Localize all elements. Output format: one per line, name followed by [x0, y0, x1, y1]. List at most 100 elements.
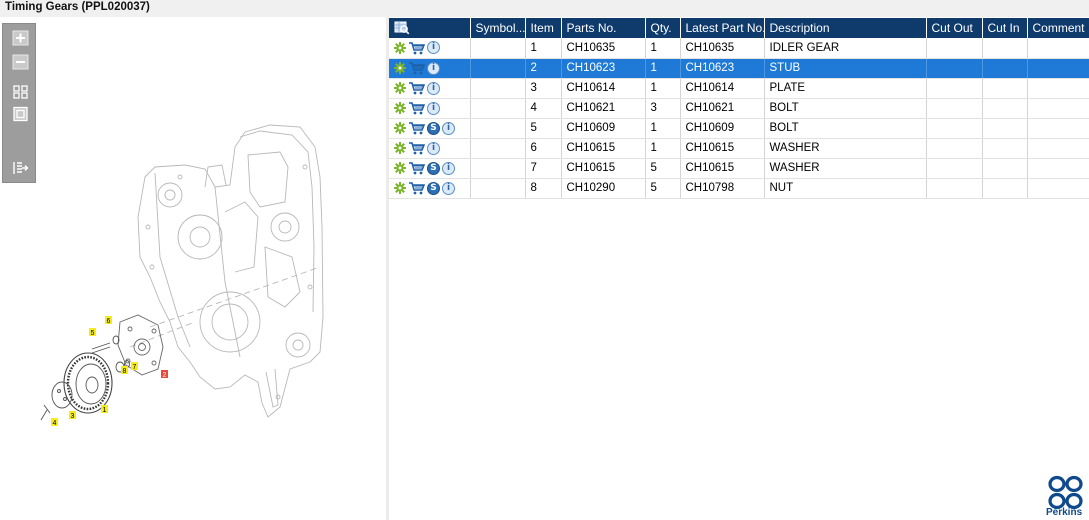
window-title: Timing Gears (PPL020037)	[0, 0, 1089, 17]
table-row[interactable]: i 3 CH10614 1 CH10614 PLATE	[389, 78, 1089, 99]
table-row[interactable]: i 6 CH10615 1 CH10615 WASHER	[389, 138, 1089, 159]
gear-icon[interactable]	[394, 82, 406, 94]
column-header-description[interactable]: Description	[764, 18, 927, 38]
qty-cell: 1	[645, 58, 681, 79]
shopping-cart-icon[interactable]	[408, 101, 425, 115]
callout-marker[interactable]	[69, 411, 76, 419]
description-cell: BOLT	[764, 118, 927, 139]
info-icon[interactable]: i	[427, 61, 440, 75]
info-icon[interactable]: i	[442, 121, 455, 135]
item-cell: 5	[525, 118, 562, 139]
callout-label[interactable]: 8	[123, 368, 127, 375]
callout-label[interactable]: 4	[53, 420, 57, 427]
info-icon[interactable]: i	[427, 101, 440, 115]
qty-cell: 5	[645, 178, 681, 199]
table-row[interactable]: i 4 CH10621 3 CH10621 BOLT	[389, 98, 1089, 119]
callout-marker[interactable]	[101, 405, 108, 413]
callout-label[interactable]: 3	[71, 413, 75, 420]
fit-all-icon	[13, 85, 28, 99]
shopping-cart-icon[interactable]	[408, 41, 425, 55]
callout-marker[interactable]	[51, 418, 58, 426]
zoom-out-button[interactable]	[12, 54, 29, 70]
qty-cell: 3	[645, 98, 681, 119]
column-header-cut-out[interactable]: Cut Out	[926, 18, 983, 38]
callout-marker[interactable]	[89, 328, 96, 336]
gear-icon[interactable]	[394, 62, 406, 74]
pane-splitter[interactable]	[386, 17, 389, 520]
callout-marker[interactable]	[161, 370, 168, 378]
info-icon[interactable]: i	[427, 141, 440, 155]
table-row[interactable]: i 2 CH10623 1 CH10623 STUB	[389, 58, 1089, 79]
comment-cell	[1027, 98, 1089, 119]
info-icon[interactable]: i	[442, 161, 455, 175]
info-icon[interactable]: i	[442, 181, 455, 195]
supersession-icon[interactable]: S	[427, 121, 440, 135]
gear-icon[interactable]	[394, 182, 406, 194]
callout-label[interactable]: 1	[103, 407, 107, 414]
gear-icon[interactable]	[394, 142, 406, 154]
shopping-cart-icon[interactable]	[408, 61, 425, 75]
fit-all-button[interactable]	[12, 84, 29, 100]
cut-in-cell	[982, 118, 1028, 139]
callout-marker[interactable]	[105, 316, 112, 324]
callout-label[interactable]: 5	[91, 330, 95, 337]
shopping-cart-icon[interactable]	[408, 141, 425, 155]
brand-name: Perkins	[1046, 507, 1083, 518]
row-actions-cell: i	[389, 38, 471, 59]
column-header-item[interactable]: Item	[525, 18, 562, 38]
comment-cell	[1027, 158, 1089, 179]
qty-cell: 5	[645, 158, 681, 179]
column-header-actions[interactable]	[389, 18, 471, 38]
item-cell: 2	[525, 58, 562, 79]
info-icon[interactable]: i	[427, 81, 440, 95]
gear-icon[interactable]	[394, 122, 406, 134]
shopping-cart-icon[interactable]	[408, 181, 425, 195]
qty-cell: 1	[645, 118, 681, 139]
supersession-icon[interactable]: S	[427, 181, 440, 195]
cut-in-cell	[982, 158, 1028, 179]
row-actions-cell: i	[389, 138, 471, 159]
shopping-cart-icon[interactable]	[408, 121, 425, 135]
column-header-parts-no[interactable]: Parts No.	[561, 18, 646, 38]
callout-marker[interactable]	[121, 366, 128, 374]
comment-cell	[1027, 138, 1089, 159]
item-cell: 6	[525, 138, 562, 159]
latest-part-no-cell: CH10798	[680, 178, 765, 199]
column-header-qty[interactable]: Qty.	[645, 18, 681, 38]
column-header-symbol[interactable]: Symbol...	[470, 18, 526, 38]
item-cell: 8	[525, 178, 562, 199]
zoom-in-button[interactable]	[12, 30, 29, 46]
parts-no-cell: CH10609	[561, 118, 646, 139]
gear-icon[interactable]	[394, 162, 406, 174]
supersession-icon[interactable]: S	[427, 161, 440, 175]
exploded-parts-drawing[interactable]: 5 6 87 2 1 3 4	[30, 107, 350, 447]
perkins-logo-icon	[1048, 475, 1083, 510]
callout-marker[interactable]	[131, 362, 138, 370]
column-header-comment[interactable]: Comment	[1027, 18, 1089, 38]
export-button[interactable]	[12, 160, 29, 176]
latest-part-no-cell: CH10615	[680, 138, 765, 159]
parts-no-cell: CH10635	[561, 38, 646, 59]
info-icon[interactable]: i	[427, 41, 440, 55]
shopping-cart-icon[interactable]	[408, 81, 425, 95]
table-row[interactable]: i 1 CH10635 1 CH10635 IDLER GEAR	[389, 38, 1089, 59]
gear-icon[interactable]	[394, 41, 406, 54]
gear-icon[interactable]	[394, 102, 406, 114]
shopping-cart-icon[interactable]	[408, 161, 425, 175]
callout-label[interactable]: 2	[163, 372, 167, 379]
callout-label[interactable]: 6	[107, 318, 111, 325]
item-cell: 4	[525, 98, 562, 119]
parts-no-cell: CH10623	[561, 58, 646, 79]
cut-out-cell	[926, 138, 983, 159]
column-header-latest-part-no[interactable]: Latest Part No.	[680, 18, 765, 38]
column-header-cut-in[interactable]: Cut In	[982, 18, 1028, 38]
fit-window-button[interactable]	[12, 106, 29, 122]
latest-part-no-cell: CH10614	[680, 78, 765, 99]
callout-label[interactable]: 7	[133, 364, 137, 371]
